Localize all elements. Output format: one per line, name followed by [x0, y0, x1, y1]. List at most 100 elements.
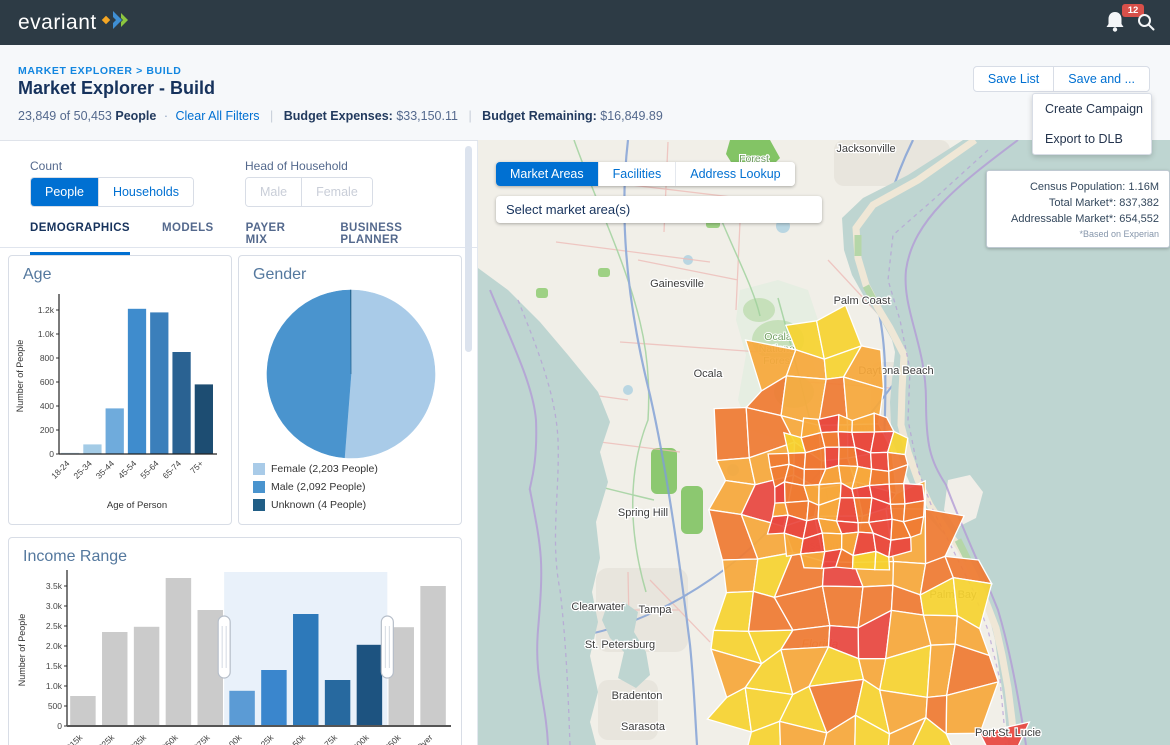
- market-area-cell: [821, 432, 839, 448]
- logo-mark-icon: [101, 9, 135, 37]
- age-bar: [150, 312, 168, 454]
- count-households-button[interactable]: Households: [98, 178, 193, 206]
- hoh-male-button[interactable]: Male: [246, 178, 301, 206]
- gender-chart-title: Gender: [239, 256, 461, 284]
- svg-text:$15k - $25k: $15k - $25k: [78, 732, 117, 745]
- filter-panel: Count People Households Head of Househol…: [0, 141, 478, 745]
- svg-text:1.2k: 1.2k: [38, 305, 55, 315]
- svg-text:35-44: 35-44: [94, 458, 117, 481]
- gender-legend-item: Unknown (4 People): [253, 496, 378, 514]
- count-label: Count: [30, 159, 62, 173]
- svg-text:Number of People: Number of People: [15, 340, 25, 413]
- evariant-logo: evariant: [18, 9, 135, 37]
- svg-text:2.0k: 2.0k: [46, 641, 63, 651]
- save-list-button[interactable]: Save List: [974, 67, 1053, 91]
- census-summary-box: Census Population: 1.16M Total Market*: …: [986, 170, 1170, 248]
- svg-text:75+: 75+: [188, 458, 205, 475]
- hoh-female-button[interactable]: Female: [301, 178, 372, 206]
- clear-all-filters-link[interactable]: Clear All Filters: [176, 109, 260, 123]
- svg-text:65-74: 65-74: [161, 458, 184, 481]
- map-city-label: Bradenton: [612, 690, 663, 702]
- gender-card: Gender Female (2,203 People)Male (2,092 …: [238, 255, 462, 525]
- svg-text:2.5k: 2.5k: [46, 621, 63, 631]
- market-area-cell: [871, 452, 889, 471]
- map-city-label: Spring Hill: [618, 507, 668, 519]
- tab-business-planner[interactable]: BUSINESS PLANNER: [340, 222, 460, 255]
- income-bar: [229, 691, 254, 726]
- svg-text:0: 0: [49, 449, 54, 459]
- svg-text:$50k - $75k: $50k - $75k: [173, 732, 212, 745]
- income-bar: [325, 680, 350, 726]
- age-chart-title: Age: [9, 256, 231, 284]
- logo-text: evariant: [18, 11, 97, 35]
- market-area-cell: [889, 484, 905, 505]
- svg-text:55-64: 55-64: [138, 458, 161, 481]
- legend-swatch: [253, 481, 265, 493]
- svg-text:1.0k: 1.0k: [46, 681, 63, 691]
- age-bar: [195, 384, 213, 454]
- income-card: Income Range 05001.0k1.5k2.0k2.5k3.0k3.5…: [8, 537, 462, 745]
- income-slider-handle[interactable]: [218, 616, 230, 678]
- panel-tabs: DEMOGRAPHICS MODELS PAYER MIX BUSINESS P…: [30, 222, 460, 255]
- svg-text:Age of Person: Age of Person: [107, 500, 167, 511]
- market-area-cell: [722, 559, 757, 593]
- age-bar: [106, 408, 124, 454]
- market-area-cell: [807, 501, 819, 521]
- map-forest-label: Ocala: [764, 331, 792, 343]
- total-market-value: 837,382: [1119, 197, 1159, 209]
- count-people-button[interactable]: People: [31, 178, 98, 206]
- income-bar: [134, 627, 159, 726]
- svg-text:1.0k: 1.0k: [38, 329, 55, 339]
- legend-swatch: [253, 463, 265, 475]
- svg-text:1.5k: 1.5k: [46, 661, 63, 671]
- map-mode-tabs: Market Areas Facilities Address Lookup: [496, 162, 795, 186]
- top-navbar: evariant 12: [0, 0, 1170, 45]
- gender-legend-item: Male (2,092 People): [253, 478, 378, 496]
- age-bar: [83, 444, 101, 454]
- panel-scrollbar-thumb[interactable]: [465, 146, 472, 352]
- map-tab-address-lookup[interactable]: Address Lookup: [675, 162, 794, 186]
- svg-text:3.0k: 3.0k: [46, 601, 63, 611]
- map-city-label: St. Petersburg: [585, 639, 655, 651]
- menu-item-create-campaign[interactable]: Create Campaign: [1033, 94, 1151, 124]
- income-bar: [357, 645, 382, 726]
- svg-text:18-24: 18-24: [49, 458, 72, 481]
- income-range-chart: 05001.0k1.5k2.0k2.5k3.0k3.5k< $15k$15k -…: [11, 568, 459, 745]
- svg-text:$35k - $50k: $35k - $50k: [141, 732, 180, 745]
- save-and-button[interactable]: Save and ...: [1053, 67, 1149, 91]
- income-slider-handle[interactable]: [381, 616, 393, 678]
- save-button-group: Save List Save and ...: [973, 66, 1150, 92]
- svg-text:$25k - $35k: $25k - $35k: [110, 732, 149, 745]
- svg-text:600: 600: [40, 377, 54, 387]
- people-count: 23,849: [18, 109, 56, 123]
- market-map[interactable]: Daytona BeachDeltonaKissimmeeFloridaPalm…: [478, 140, 1170, 745]
- svg-text:45-54: 45-54: [116, 458, 139, 481]
- breadcrumb[interactable]: MARKET EXPLORER > BUILD: [18, 65, 181, 77]
- tab-models[interactable]: MODELS: [162, 222, 214, 255]
- svg-text:400: 400: [40, 401, 54, 411]
- map-city-label: Ocala: [694, 368, 724, 380]
- income-bar: [420, 586, 445, 726]
- save-and-dropdown-menu: Create Campaign Export to DLB: [1032, 93, 1152, 155]
- map-tab-facilities[interactable]: Facilities: [598, 162, 676, 186]
- tab-demographics[interactable]: DEMOGRAPHICS: [30, 222, 130, 255]
- map-city-label: Palm Coast: [834, 295, 891, 307]
- search-icon[interactable]: [1136, 12, 1158, 34]
- market-area-cell: [870, 469, 890, 485]
- svg-text:Number of People: Number of People: [17, 614, 27, 687]
- market-area-select-input[interactable]: Select market area(s): [496, 196, 822, 223]
- census-footnote: *Based on Experian: [997, 229, 1159, 239]
- map-city-label: Clearwater: [571, 601, 625, 613]
- census-population-value: 1.16M: [1128, 181, 1159, 193]
- map-tab-market-areas[interactable]: Market Areas: [496, 162, 598, 186]
- menu-item-export-to-dlb[interactable]: Export to DLB: [1033, 124, 1151, 154]
- income-bar: [102, 632, 127, 726]
- tab-payer-mix[interactable]: PAYER MIX: [246, 222, 309, 255]
- page-title: Market Explorer - Build: [18, 78, 215, 99]
- gender-slice: [267, 290, 351, 458]
- map-city-label: Gainesville: [650, 278, 704, 290]
- gender-legend-item: Female (2,203 People): [253, 460, 378, 478]
- gender-legend: Female (2,203 People)Male (2,092 People)…: [253, 460, 378, 514]
- age-bar-chart: 02004006008001.0k1.2k18-2425-3435-4445-5…: [11, 290, 227, 516]
- market-area-cell: [801, 552, 825, 569]
